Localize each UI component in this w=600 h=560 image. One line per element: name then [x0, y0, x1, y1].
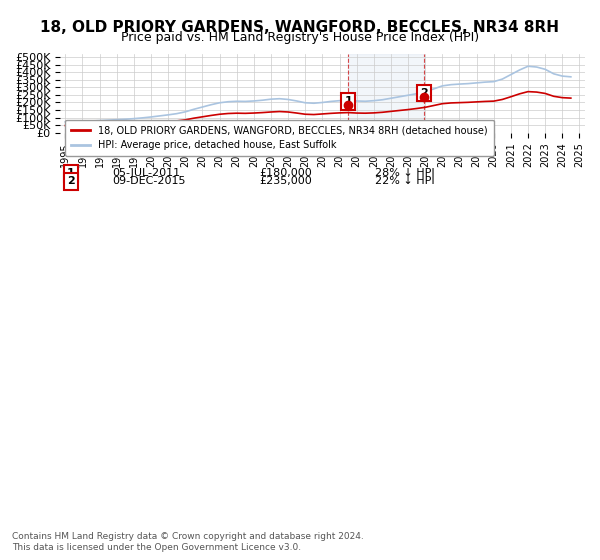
Legend: 18, OLD PRIORY GARDENS, WANGFORD, BECCLES, NR34 8RH (detached house), HPI: Avera: 18, OLD PRIORY GARDENS, WANGFORD, BECCLE…: [65, 119, 494, 156]
Bar: [348, 54, 424, 133]
Text: 05-JUL-2011: 05-JUL-2011: [113, 169, 181, 179]
Text: 1: 1: [67, 169, 74, 179]
Text: Contains HM Land Registry data © Crown copyright and database right 2024.
This d: Contains HM Land Registry data © Crown c…: [12, 532, 364, 552]
Text: £180,000: £180,000: [259, 169, 312, 179]
Text: 18, OLD PRIORY GARDENS, WANGFORD, BECCLES, NR34 8RH: 18, OLD PRIORY GARDENS, WANGFORD, BECCLE…: [41, 20, 560, 35]
Text: 2: 2: [67, 176, 74, 186]
Text: 09-DEC-2015: 09-DEC-2015: [113, 176, 186, 186]
Text: 28% ↓ HPI: 28% ↓ HPI: [375, 169, 434, 179]
Text: £235,000: £235,000: [259, 176, 312, 186]
Text: 1: 1: [344, 96, 352, 106]
Text: Price paid vs. HM Land Registry's House Price Index (HPI): Price paid vs. HM Land Registry's House …: [121, 31, 479, 44]
Text: 22% ↓ HPI: 22% ↓ HPI: [375, 176, 434, 186]
Text: 2: 2: [420, 88, 428, 98]
